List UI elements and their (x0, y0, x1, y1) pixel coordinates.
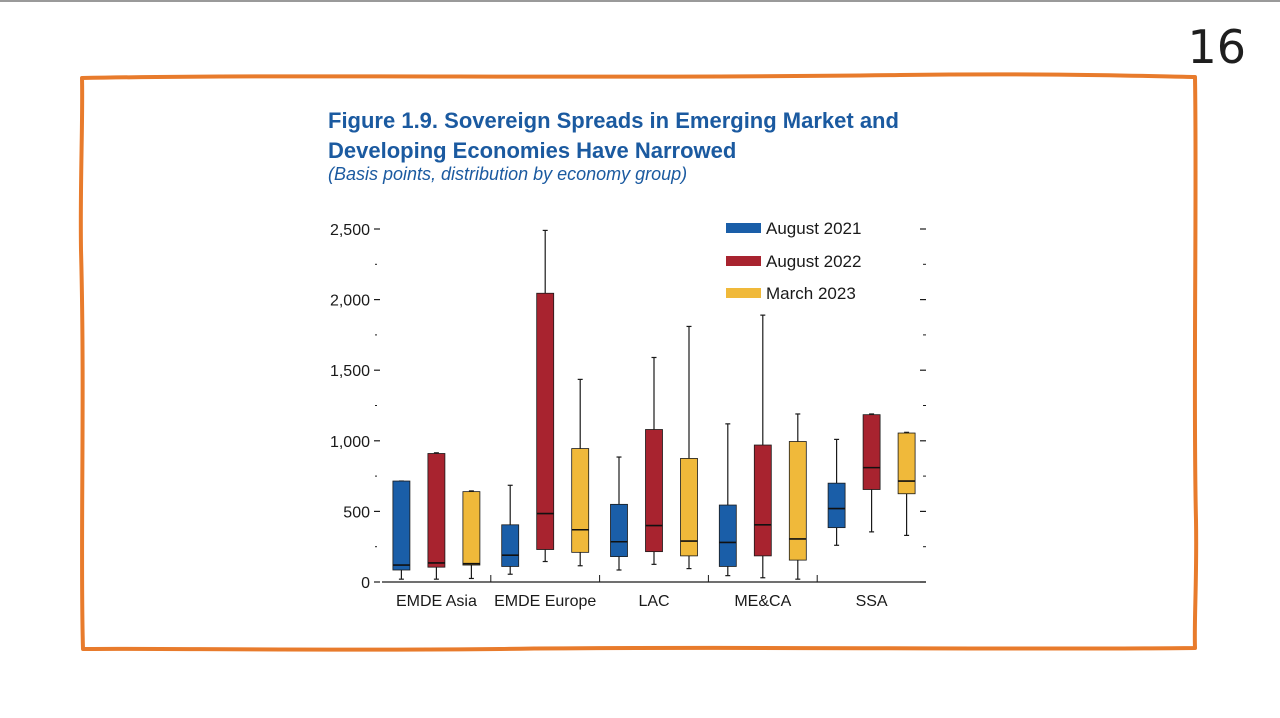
legend-swatch (726, 288, 761, 298)
chart-layer: 0 500 1,000 1,500 2,000 2,500 EMDE Asia EMDE Eu… (330, 219, 926, 610)
y-tick-label: 2,500 (330, 222, 370, 239)
y-tick-label: 1,500 (330, 363, 370, 380)
box-march-2023 (788, 441, 807, 561)
legend-label: March 2023 (766, 284, 856, 303)
legend-swatch (726, 256, 761, 266)
legend-label: August 2022 (766, 252, 861, 271)
top-rule (0, 0, 1280, 2)
legend-label: August 2021 (766, 219, 861, 238)
figure-title: Figure 1.9. Sovereign Spreads in Emergin… (328, 106, 899, 166)
box-august-2021 (392, 480, 411, 571)
box-august-2022 (753, 444, 772, 557)
box-august-2021 (718, 504, 737, 567)
y-tick-label: 2,000 (330, 293, 370, 310)
x-category-label: LAC (638, 593, 669, 610)
box-august-2022 (427, 453, 446, 568)
box-august-2022 (536, 292, 555, 550)
figure-title-line-2: Developing Economies Have Narrowed (328, 138, 737, 163)
box-march-2023 (462, 491, 481, 566)
x-category-label: SSA (856, 593, 888, 610)
x-category-label: EMDE Asia (396, 593, 477, 610)
legend-swatch (726, 223, 761, 233)
box-march-2023 (680, 458, 698, 557)
box-march-2023 (897, 432, 916, 495)
figure-title-line-1: Figure 1.9. Sovereign Spreads in Emergin… (328, 108, 899, 133)
box-august-2021 (501, 524, 520, 567)
slide-number: 16 (1187, 20, 1246, 74)
box-august-2021 (827, 482, 846, 529)
y-tick-label: 0 (361, 575, 370, 592)
figure-subtitle: (Basis points, distribution by economy g… (328, 164, 688, 184)
x-category-label: EMDE Europe (494, 593, 596, 610)
x-category-label: ME&CA (734, 593, 791, 610)
y-tick-label: 500 (343, 504, 370, 521)
box-august-2022 (645, 429, 663, 553)
y-tick-label: 1,000 (330, 434, 370, 451)
box-march-2023 (571, 448, 590, 553)
box-august-2022 (862, 414, 881, 490)
box-august-2021 (610, 503, 628, 557)
